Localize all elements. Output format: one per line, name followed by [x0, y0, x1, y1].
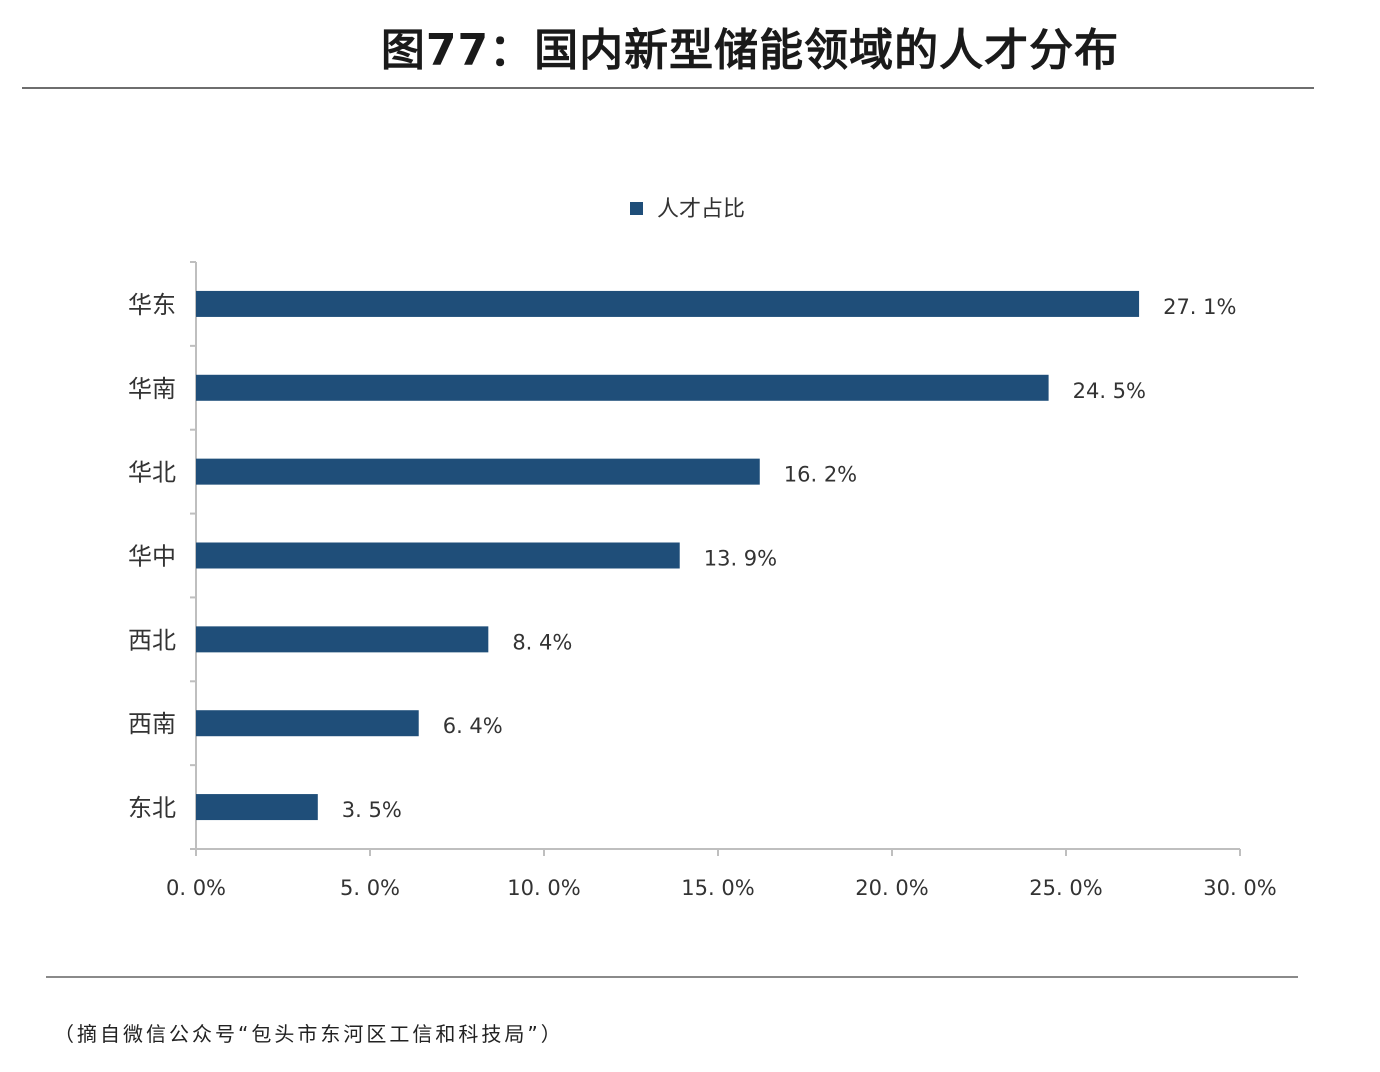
data-label: 8. 4%	[512, 630, 572, 654]
footer-divider	[46, 976, 1298, 978]
category-label: 华北	[128, 459, 176, 487]
data-label: 6. 4%	[443, 714, 503, 738]
data-label: 27. 1%	[1163, 295, 1236, 319]
bar-4	[196, 626, 489, 653]
x-tick-label: 30. 0%	[1203, 876, 1276, 900]
data-label: 13. 9%	[704, 547, 777, 571]
category-label: 华东	[128, 291, 176, 319]
data-label: 24. 5%	[1073, 379, 1146, 403]
page-title: 图77：国内新型储能领域的人才分布	[380, 25, 1120, 76]
source-note: （摘自微信公众号“包头市东河区工信和科技局”）	[54, 1022, 564, 1046]
category-label: 东北	[128, 794, 176, 822]
chart-axes: 0. 0% 5. 0% 10. 0% 15. 0% 20. 0% 25. 0% 30. 0%	[166, 261, 1277, 900]
x-tick-label: 10. 0%	[507, 876, 580, 900]
category-label: 西北	[128, 626, 176, 654]
bar-2	[196, 458, 760, 485]
category-label: 华中	[128, 543, 176, 571]
data-label: 3. 5%	[342, 798, 402, 822]
x-tick-label: 20. 0%	[855, 876, 928, 900]
category-label: 华南	[128, 375, 176, 403]
chart-labels: 华东 27. 1% 华南 24. 5% 华北 16. 2% 华中 13. 9% 西北 8. 4% 西…	[128, 291, 1236, 822]
x-tick-label: 15. 0%	[681, 876, 754, 900]
category-label: 西南	[128, 710, 176, 738]
x-tick-label: 5. 0%	[340, 876, 400, 900]
bar-0	[196, 290, 1140, 317]
bar-1	[196, 374, 1049, 401]
x-tick-label: 25. 0%	[1029, 876, 1102, 900]
x-tick-label: 0. 0%	[166, 876, 226, 900]
legend-label: 人才占比	[657, 197, 745, 222]
chart-bars	[196, 290, 1140, 821]
data-label: 16. 2%	[784, 463, 857, 487]
bar-3	[196, 542, 680, 569]
bar-5	[196, 710, 419, 737]
legend-swatch	[630, 202, 643, 215]
chart-legend: 人才占比	[630, 197, 745, 222]
title-divider	[22, 87, 1314, 89]
bar-6	[196, 794, 318, 821]
